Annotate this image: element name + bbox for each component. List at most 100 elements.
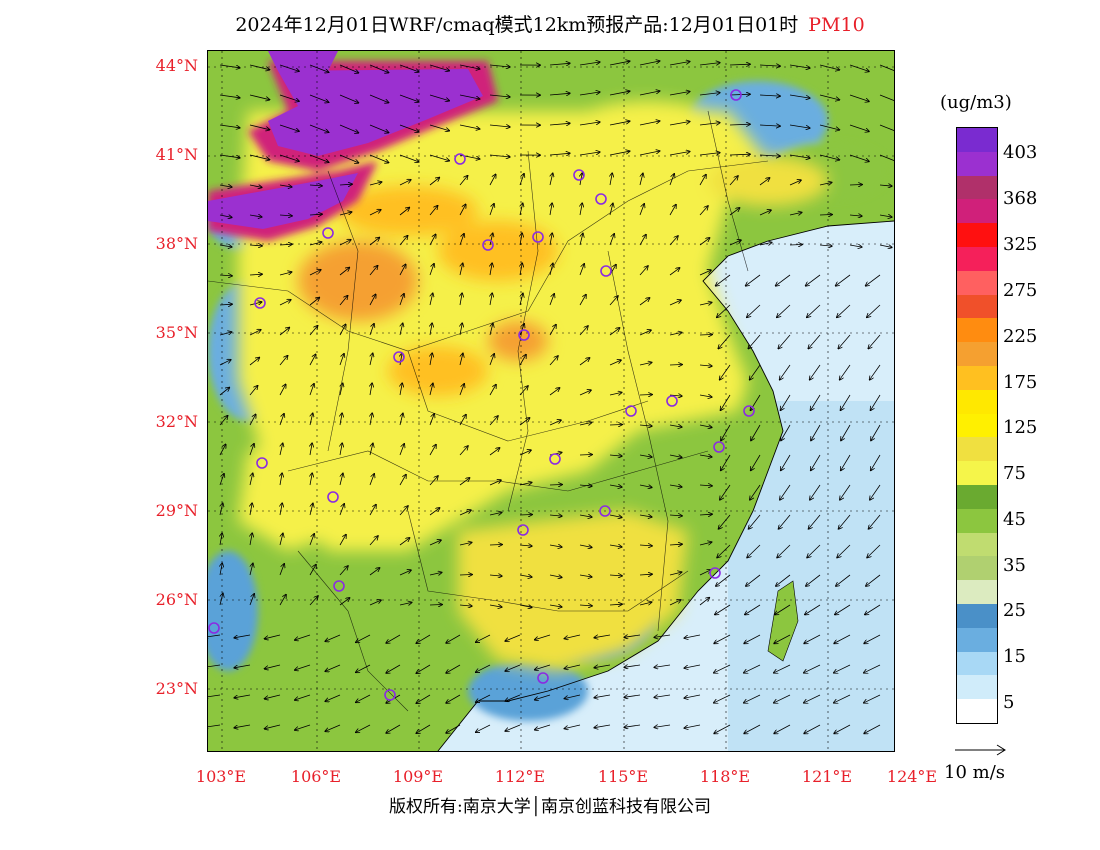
wind-arrow [519,515,532,516]
wind-arrow [369,210,381,216]
wind-arrow [879,185,892,186]
legend-label-125: 125 [1003,417,1038,438]
legend-swatch [957,342,997,367]
wind-arrow [751,454,761,470]
wind-arrow [309,326,318,336]
wind-arrow [669,572,682,575]
wind-arrow [639,545,652,546]
wind-arrow [759,95,780,96]
wind-arrow [744,694,761,703]
wind-arrow [489,174,496,186]
wind-arrow [746,574,761,586]
wind-arrow [777,544,791,558]
lon-label-112: 112°E [494,767,546,786]
wind-arrow [699,335,712,336]
wind-arrow [549,388,560,396]
wind-arrow [249,245,262,246]
wind-arrow [868,334,881,349]
wind-arrow [249,185,262,187]
wind-arrow [309,354,316,366]
wind-arrow [747,304,761,317]
legend-swatch [957,413,997,438]
station-marker [322,227,334,239]
wind-arrow [714,634,731,643]
legend-swatch [957,675,997,700]
wind-arrow [809,514,821,529]
station-marker [743,405,755,417]
wind-arrow [279,384,286,396]
wind-arrow [459,575,472,576]
wind-arrow [781,454,791,470]
wind-arrow [369,324,374,336]
wind-arrow [714,724,731,734]
wind-arrow [265,724,281,729]
wind-arrow [744,724,761,734]
wind-arrow [309,384,314,396]
wind-arrow [429,445,436,456]
wind-arrow [429,94,449,101]
wind-arrow [399,570,411,576]
wind-arrow [399,236,408,246]
color-legend [956,127,998,724]
wind-arrow [549,545,562,547]
wind-arrow [669,332,682,335]
wind-arrow [819,215,832,216]
wind-arrow [489,385,496,396]
wind-arrow [460,353,463,366]
wind-arrow [309,154,329,162]
wind-arrow [489,512,502,515]
lat-label-32: 32°N [155,412,198,431]
wind-arrow [325,664,341,671]
map-title: 2024年12月01日WRF/cmaq模式12km预报产品:12月01日01时 P… [0,10,1100,37]
lat-label-23: 23°N [155,679,198,698]
wind-arrow [340,473,343,486]
wind-arrow [519,605,532,607]
wind-arrow [476,634,491,642]
wind-arrow [279,94,299,101]
lon-label-118: 118°E [699,767,751,786]
wind-arrow [429,178,439,186]
wind-arrow [639,204,644,216]
lon-label-109: 109°E [392,767,444,786]
wind-arrow [834,694,851,703]
wind-arrow [234,664,251,668]
wind-arrow [446,724,461,733]
title-variable: PM10 [808,14,865,36]
wind-arrow [609,151,630,156]
wind-arrow [219,304,232,305]
wind-arrow [751,424,761,441]
wind-arrow [834,634,851,643]
wind-arrow [265,634,281,639]
wind-arrow [699,123,720,125]
wind-arrow [339,504,344,516]
wind-arrow [490,233,493,246]
wind-arrow [429,605,442,606]
wind-arrow [430,353,432,366]
wind-arrow [669,455,682,457]
wind-arrow [789,124,810,128]
wind-arrow [639,121,660,126]
wind-arrow [721,454,731,470]
wind-arrow [416,724,431,733]
wind-arrow [838,334,851,349]
wind-arrow [339,154,358,163]
wind-arrow [309,185,322,186]
wind-arrow [639,91,660,96]
legend-swatch [957,294,997,319]
wind-arrow [579,62,600,66]
wind-arrow [429,264,434,276]
wind-arrow [789,245,802,246]
wind-arrow [535,694,551,700]
wind-arrow [819,94,839,100]
wind-arrow [640,173,643,186]
wind-arrow [519,324,524,336]
wind-arrow [340,413,342,426]
legend-swatch [957,627,997,653]
station-marker [730,89,742,101]
wind-arrow [579,515,592,517]
wind-arrow [699,175,706,186]
wind-arrow [609,485,622,487]
wind-arrow [699,485,712,486]
wind-arrow [265,664,281,669]
wind-arrow [864,724,881,734]
